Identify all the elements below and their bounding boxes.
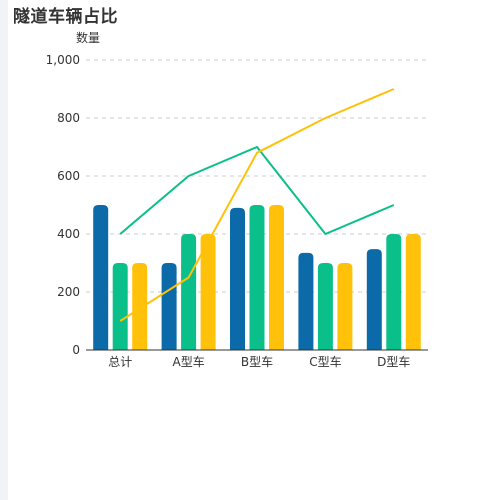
bar-series-3-C型车[interactable] [337, 263, 353, 350]
line-layer [119, 88, 395, 322]
bar-series-1-C型车[interactable] [298, 252, 314, 350]
line-series-2[interactable] [119, 88, 395, 322]
line-series-1[interactable] [119, 146, 395, 235]
bar-series-1-A型车[interactable] [161, 263, 177, 350]
y-tick-label: 800 [57, 111, 80, 125]
bar-series-2-D型车[interactable] [386, 234, 402, 350]
y-tick-label: 0 [72, 343, 80, 357]
bar-series-3-总计[interactable] [132, 263, 148, 350]
bar-layer [93, 205, 421, 350]
y-tick-label: 600 [57, 169, 80, 183]
y-tick-label: 200 [57, 285, 80, 299]
bar-series-1-总计[interactable] [93, 205, 109, 350]
y-tick-label: 1,000 [46, 53, 80, 67]
bar-series-3-D型车[interactable] [405, 234, 421, 350]
chart-title: 隧道车辆占比 [13, 7, 118, 27]
x-tick-label: A型车 [172, 354, 204, 369]
bar-series-1-B型车[interactable] [230, 207, 245, 350]
bar-series-3-A型车[interactable] [200, 234, 216, 350]
x-tick-label: 总计 [108, 355, 132, 369]
y-axis-label: 数量 [76, 30, 100, 45]
bar-series-1-D型车[interactable] [366, 249, 382, 350]
y-tick-layer: 0 200 400 600 800 1,000 [46, 53, 80, 357]
bar-series-2-B型车[interactable] [249, 205, 265, 350]
bar-series-3-B型车[interactable] [269, 205, 284, 350]
bar-series-2-A型车[interactable] [181, 234, 197, 350]
x-tick-label: D型车 [377, 354, 410, 369]
bar-series-2-C型车[interactable] [317, 263, 333, 350]
x-tick-layer: 总计 A型车 B型车 C型车 D型车 [108, 354, 410, 369]
x-tick-label: C型车 [309, 354, 341, 369]
x-tick-label: B型车 [241, 354, 273, 369]
y-tick-label: 400 [57, 227, 80, 241]
left-strip [0, 0, 8, 500]
bar-series-2-总计[interactable] [112, 263, 128, 350]
